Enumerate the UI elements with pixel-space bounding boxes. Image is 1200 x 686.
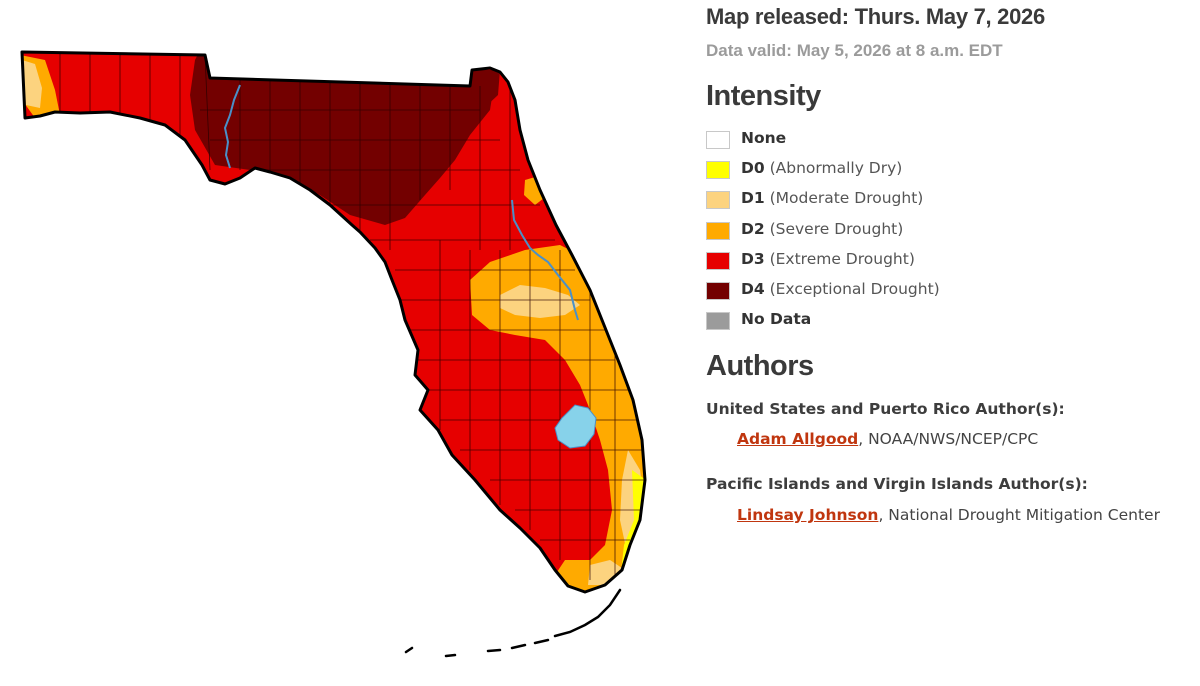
legend-item-d2: D2 (Severe Drought) bbox=[706, 218, 1126, 248]
legend-code-none: None bbox=[741, 129, 787, 147]
lake-okeechobee bbox=[554, 404, 597, 449]
author-link-lindsay-johnson[interactable]: Lindsay Johnson bbox=[737, 506, 879, 524]
st-johns-river bbox=[511, 199, 579, 321]
legend-desc-d4: (Exceptional Drought) bbox=[764, 279, 940, 298]
us-pr-authors-heading: United States and Puerto Rico Author(s): bbox=[706, 400, 1065, 418]
legend-desc-d0: (Abnormally Dry) bbox=[764, 159, 903, 178]
legend-desc-d2: (Severe Drought) bbox=[764, 219, 904, 238]
legend-code-d0: D0 bbox=[741, 159, 765, 178]
legend-swatch-d3 bbox=[706, 251, 730, 270]
author-link-adam-allgood[interactable]: Adam Allgood bbox=[737, 430, 859, 448]
legend-item-none: None bbox=[706, 127, 1126, 157]
d2-central bbox=[470, 245, 645, 592]
d1-south-tip bbox=[588, 560, 625, 585]
legend-code-d4: D4 bbox=[741, 279, 765, 298]
map-svg bbox=[20, 50, 647, 658]
legend-item-d1: D1 (Moderate Drought) bbox=[706, 187, 1126, 217]
intensity-heading: Intensity bbox=[706, 80, 821, 112]
legend-item-no-data: No Data bbox=[706, 308, 1126, 338]
author-affiliation-noaa: , NOAA/NWS/NCEP/CPC bbox=[858, 430, 1039, 448]
legend-item-d3: D3 (Extreme Drought) bbox=[706, 248, 1126, 278]
legend-swatch-d0 bbox=[706, 161, 730, 180]
county-borders bbox=[59, 52, 645, 580]
d4-northeast-strip bbox=[470, 70, 500, 110]
us-pr-author-line: Adam Allgood, NOAA/NWS/NCEP/CPC bbox=[737, 430, 1038, 448]
apalachicola-river bbox=[223, 84, 241, 169]
legend-code-d2: D2 bbox=[741, 219, 765, 238]
florida-drought-map bbox=[20, 50, 647, 658]
info-panel: Map released: Thurs. May 7, 2026 Data va… bbox=[706, 0, 1186, 686]
legend-code-no-data: No Data bbox=[741, 310, 812, 329]
pacific-vi-authors-heading: Pacific Islands and Virgin Islands Autho… bbox=[706, 475, 1088, 493]
legend-desc-d3: (Extreme Drought) bbox=[764, 249, 915, 268]
legend-code-d1: D1 bbox=[741, 189, 765, 208]
legend-item-d4: D4 (Exceptional Drought) bbox=[706, 278, 1126, 308]
authors-heading: Authors bbox=[706, 350, 814, 382]
legend-swatch-d1 bbox=[706, 191, 730, 210]
florida-keys bbox=[404, 588, 622, 658]
legend-desc-d1: (Moderate Drought) bbox=[764, 189, 924, 208]
d4-region bbox=[190, 52, 495, 225]
state-outline bbox=[20, 50, 647, 594]
intensity-legend: None D0 (Abnormally Dry) D1 (Moderate Dr… bbox=[706, 127, 1126, 338]
d1-west-panhandle bbox=[22, 60, 42, 108]
pacific-vi-author-line: Lindsay Johnson, National Drought Mitiga… bbox=[737, 506, 1160, 524]
data-valid-date: Data valid: May 5, 2026 at 8 a.m. EDT bbox=[706, 41, 1003, 60]
legend-item-d0: D0 (Abnormally Dry) bbox=[706, 157, 1126, 187]
legend-swatch-d4 bbox=[706, 281, 730, 300]
legend-swatch-no-data bbox=[706, 312, 730, 331]
legend-code-d3: D3 bbox=[741, 249, 765, 268]
author-affiliation-ndmc: , National Drought Mitigation Center bbox=[878, 506, 1160, 524]
legend-swatch-none bbox=[706, 131, 730, 149]
map-released-date: Map released: Thurs. May 7, 2026 bbox=[706, 4, 1045, 29]
florida-landmass bbox=[22, 52, 645, 592]
legend-swatch-d2 bbox=[706, 221, 730, 240]
